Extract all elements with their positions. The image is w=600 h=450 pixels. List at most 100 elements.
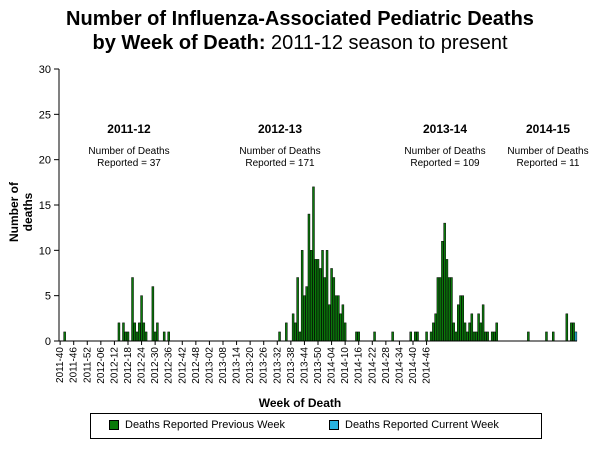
y-tick-label: 30 <box>39 64 51 76</box>
x-tick-label: 2014-16 <box>354 347 365 384</box>
x-tick-label: 2012-30 <box>150 347 161 384</box>
bar-previous-week <box>373 331 376 342</box>
x-tick-label: 2013-38 <box>286 347 297 384</box>
bar-previous-week <box>486 331 489 342</box>
bar-previous-week <box>490 331 494 342</box>
bar-previous-week <box>117 322 121 342</box>
bar-previous-week <box>479 322 483 342</box>
bar-previous-week <box>450 277 453 342</box>
bar-previous-week <box>438 277 442 342</box>
season-label: 2014-15 <box>525 122 571 136</box>
bar-previous-week <box>565 313 569 342</box>
bar-previous-week <box>436 277 440 342</box>
bar-previous-week <box>466 331 469 342</box>
bar-previous-week <box>156 322 159 342</box>
season-note-line1: Number of Deaths <box>239 146 321 157</box>
x-tick-label: 2014-40 <box>408 347 419 384</box>
x-tick-label: 2013-02 <box>204 347 215 384</box>
bar-previous-week <box>481 304 485 342</box>
bar-previous-week <box>298 331 302 342</box>
bar-previous-week <box>470 313 474 342</box>
x-tick-label: 2011-52 <box>82 347 93 383</box>
x-tick-label: 2014-28 <box>381 347 392 384</box>
bar-previous-week <box>124 331 127 342</box>
bar-previous-week <box>303 295 306 342</box>
bar-previous-week <box>285 322 288 342</box>
x-tick-label: 2012-18 <box>123 347 134 384</box>
bar-previous-week <box>133 322 137 342</box>
season-note-line2: Reported = 109 <box>410 158 480 169</box>
bar-previous-week <box>461 295 464 342</box>
season-label: 2011-12 <box>107 122 151 136</box>
chart-title-line2: by Week of Death: 2011-12 season to pres… <box>0 31 600 55</box>
bar-previous-week <box>328 304 331 342</box>
bar-previous-week <box>122 322 125 342</box>
legend-item-previous-week: Deaths Reported Previous Week <box>109 419 285 432</box>
bar-previous-week <box>323 277 327 342</box>
bar-previous-week <box>477 313 480 342</box>
season-note-line2: Reported = 11 <box>516 158 580 169</box>
x-tick-label: 2013-50 <box>313 347 324 384</box>
bar-previous-week <box>445 259 449 342</box>
bar-previous-week <box>414 331 417 342</box>
x-tick-label: 2013-14 <box>232 347 243 384</box>
y-tick-label: 15 <box>39 200 51 212</box>
x-tick-label: 2013-44 <box>299 347 310 384</box>
y-tick-label: 5 <box>45 291 51 303</box>
legend: Deaths Reported Previous Week Deaths Rep… <box>90 413 542 439</box>
bar-previous-week <box>332 277 336 342</box>
bar-previous-week <box>341 304 345 342</box>
bar-previous-week <box>153 331 157 342</box>
bar-previous-week <box>307 213 311 342</box>
x-tick-label: 2011-40 <box>55 347 66 383</box>
bar-previous-week <box>291 313 295 342</box>
bar-previous-week <box>434 313 437 342</box>
season-label: 2013-14 <box>422 122 468 136</box>
bar-previous-week <box>484 331 487 342</box>
bar-previous-week <box>126 331 130 342</box>
legend-swatch-previous <box>109 420 119 431</box>
bar-previous-week <box>319 268 322 342</box>
bar-previous-week <box>447 277 451 342</box>
bar-previous-week <box>493 331 496 342</box>
bar-previous-week <box>416 331 419 342</box>
bar-previous-week <box>452 322 455 342</box>
legend-label-previous: Deaths Reported Previous Week <box>125 419 285 431</box>
x-tick-label: 2014-22 <box>367 347 378 384</box>
bar-previous-week <box>429 331 433 342</box>
x-tick-label: 2012-24 <box>137 347 148 384</box>
bar-previous-week <box>140 295 143 342</box>
x-tick-label: 2013-32 <box>272 347 283 384</box>
legend-item-current-week: Deaths Reported Current Week <box>329 419 499 432</box>
y-tick-label: 25 <box>39 109 51 121</box>
season-annotation-2014-15: 2014-15 Number of Deaths Reported = 11 <box>478 122 600 170</box>
x-axis-label: Week of Death <box>258 396 342 410</box>
bar-previous-week <box>142 322 146 342</box>
season-label: 2012-13 <box>257 122 303 136</box>
bar-previous-week <box>472 331 476 342</box>
bar-previous-week <box>475 331 478 342</box>
season-annotation-2011-12: 2011-12 Number of Deaths Reported = 37 <box>59 122 199 170</box>
bar-previous-week <box>131 277 134 342</box>
bar-previous-week <box>409 331 412 342</box>
bar-previous-week <box>309 250 313 342</box>
bar-previous-week <box>312 186 315 342</box>
bar-previous-week <box>527 331 530 342</box>
x-tick-label: 2012-06 <box>96 347 107 384</box>
chart-title-line2-bold: by Week of Death: <box>92 32 266 54</box>
bar-previous-week <box>463 322 467 342</box>
bar-current-week <box>574 331 578 342</box>
bar-previous-week <box>63 331 66 342</box>
x-tick-label: 2012-48 <box>191 347 202 384</box>
bar-previous-week <box>138 322 141 342</box>
bar-previous-week <box>300 250 304 342</box>
bar-previous-week <box>316 259 320 342</box>
y-tick-label: 0 <box>45 336 51 348</box>
bar-previous-week <box>339 313 342 342</box>
x-tick-label: 2012-42 <box>177 347 188 384</box>
bar-previous-week <box>572 322 575 342</box>
bar-previous-week <box>441 241 444 342</box>
bar-previous-week <box>144 331 148 342</box>
y-tick-label: 20 <box>39 155 51 167</box>
chart-title-line2-rest: 2011-12 season to present <box>265 32 508 54</box>
